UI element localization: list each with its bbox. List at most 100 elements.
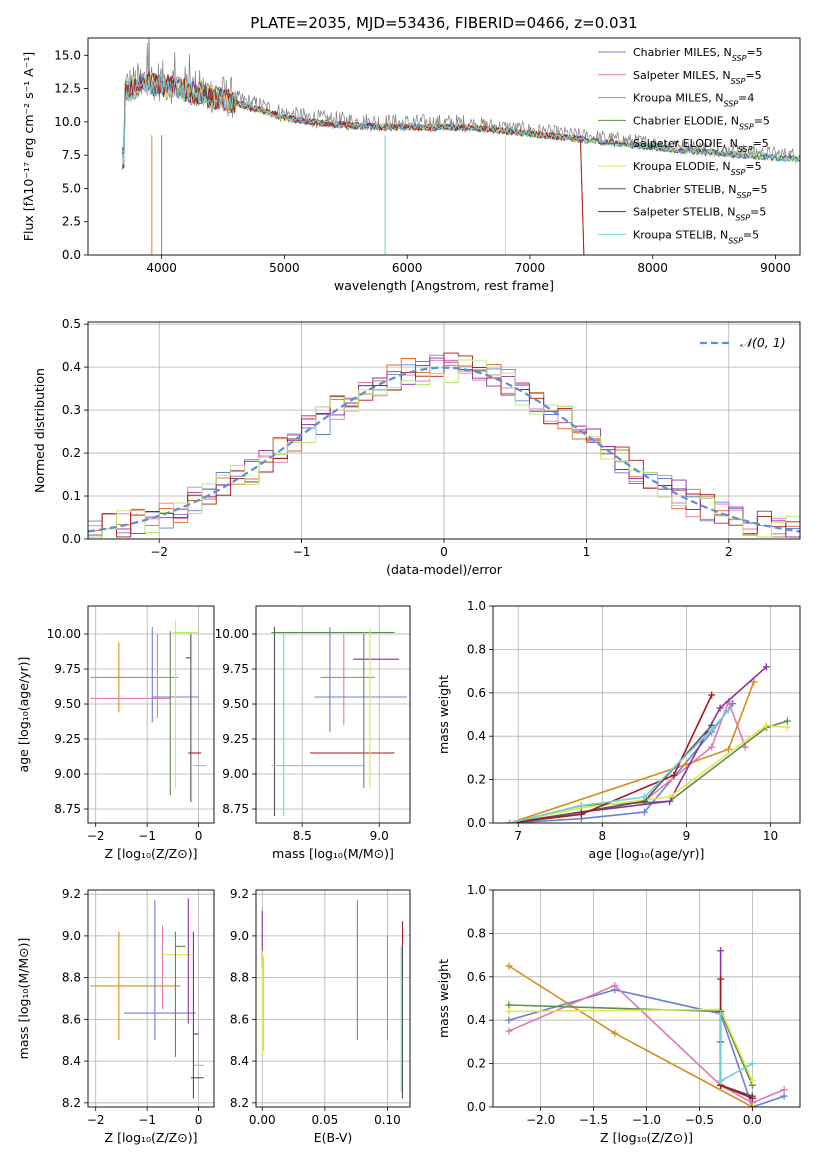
- y-tick-label: 5.0: [62, 181, 81, 195]
- data-point: [741, 743, 749, 751]
- y-tick-label: 10.0: [54, 115, 81, 129]
- data-point: [748, 1094, 756, 1102]
- data-point: [762, 663, 770, 671]
- data-point: [505, 962, 513, 970]
- x-axis-label: age [log₁₀(age/yr)]: [589, 846, 705, 861]
- legend-entry: Chabrier STELIB, NSSP=5: [633, 183, 767, 200]
- y-tick-label: 8.8: [230, 971, 249, 985]
- legend-entry: Chabrier ELODIE, NSSP=5: [633, 114, 770, 130]
- x-tick-label: 8: [599, 829, 607, 843]
- y-tick-label: 0.4: [62, 360, 81, 374]
- data-point: [505, 1027, 513, 1035]
- y-tick-label: 9.0: [62, 929, 81, 943]
- y-tick-label: 1.0: [467, 883, 486, 897]
- data-point: [762, 721, 770, 729]
- y-tick-label: 0.8: [467, 642, 486, 656]
- errorbar-point: [90, 931, 181, 1041]
- x-tick-label: 9: [683, 829, 691, 843]
- data-point: [717, 1010, 725, 1018]
- y-tick-label: 1.0: [467, 599, 486, 613]
- axes-frame: [255, 889, 411, 1108]
- plot-weight_vs_Z: [505, 947, 788, 1107]
- data-point: [748, 1077, 756, 1085]
- data-point: [729, 700, 737, 708]
- data-point: [666, 793, 674, 801]
- y-axis-label: mass [log₁₀(M/M⊙)]: [16, 938, 31, 1060]
- y-tick-label: 8.6: [230, 1012, 249, 1026]
- axes-frame: [492, 605, 801, 824]
- series-line: [509, 694, 713, 823]
- x-tick-label: −1.0: [632, 1113, 661, 1127]
- x-tick-label: 0: [195, 829, 203, 843]
- data-point: [611, 1029, 619, 1037]
- legend-entry: Kroupa STELIB, NSSP=5: [633, 228, 759, 245]
- data-point: [708, 691, 716, 699]
- y-tick-label: 0.3: [62, 403, 81, 417]
- normal-curve: [88, 366, 800, 533]
- data-point: [748, 1103, 756, 1107]
- data-point: [506, 819, 514, 823]
- x-tick-label: 4000: [146, 261, 177, 275]
- data-point: [611, 981, 619, 989]
- y-tick-label: 0.0: [467, 1100, 486, 1114]
- y-tick-label: 0.2: [467, 773, 486, 787]
- plot-residuals: [88, 352, 800, 538]
- data-point: [640, 793, 648, 801]
- x-tick-label: 8000: [637, 261, 668, 275]
- y-tick-label: 10.00: [47, 627, 81, 641]
- y-tick-label: 0.2: [467, 1057, 486, 1071]
- legend-entry: Salpeter MILES, NSSP=5: [633, 69, 762, 86]
- plot-age_vs_mass: [271, 627, 407, 816]
- x-axis-label: E(B-V): [314, 1130, 353, 1145]
- y-tick-label: 8.6: [62, 1012, 81, 1026]
- x-tick-label: −1: [138, 1113, 156, 1127]
- y-tick-label: 0.8: [467, 926, 486, 940]
- grid-mass_vs_EBV: [256, 890, 410, 1107]
- data-point: [716, 704, 724, 712]
- x-tick-label: 9000: [760, 261, 791, 275]
- data-point: [780, 1092, 788, 1100]
- legend-entry: Kroupa MILES, NSSP=4: [633, 92, 754, 109]
- figure-title: PLATE=2035, MJD=53436, FIBERID=0466, z=0…: [250, 14, 637, 32]
- axes-weight_vs_age: 7 8 9 10 0.0 0.2 0.4 0.6 0.8 1.0 age [log₁₀(age/yr…: [436, 599, 801, 861]
- y-axis-label: Flux [fλ10⁻¹⁷ erg cm⁻² s⁻¹ A⁻¹]: [21, 52, 36, 241]
- y-tick-label: 9.00: [222, 767, 249, 781]
- y-tick-label: 8.75: [54, 802, 81, 816]
- plot-weight_vs_age: [506, 663, 791, 823]
- y-tick-label: 9.50: [54, 697, 81, 711]
- axes-residuals: −2 −1 0 1 2 0.0 0.1 0.2 0.3 0.4 0.5 (data-model)/er…: [32, 317, 801, 577]
- axes-spectrum: 4000 5000 6000 7000 8000 9000 0.0 2.5 5.0 7.5 10.0…: [21, 37, 801, 293]
- x-axis-label: Z [log₁₀(Z/Z⊙)]: [105, 1130, 198, 1145]
- residual-histogram: [88, 352, 800, 538]
- data-point: [725, 745, 733, 753]
- y-tick-label: 7.5: [62, 148, 81, 162]
- plot-age_vs_Z: [90, 620, 207, 802]
- y-tick-label: 0.1: [62, 489, 81, 503]
- x-tick-label: −1: [293, 545, 311, 559]
- y-tick-label: 8.8: [62, 971, 81, 985]
- x-tick-label: 0.00: [249, 1113, 276, 1127]
- data-point: [708, 726, 716, 734]
- x-axis-label: Z [log₁₀(Z/Z⊙)]: [600, 1130, 693, 1145]
- y-tick-label: 9.75: [222, 662, 249, 676]
- data-point: [748, 1060, 756, 1068]
- legend-entry: Kroupa ELODIE, NSSP=5: [633, 160, 762, 177]
- y-tick-label: 8.75: [222, 802, 249, 816]
- x-tick-label: −1: [138, 829, 156, 843]
- data-point: [708, 743, 716, 751]
- x-axis-label: (data-model)/error: [386, 562, 503, 577]
- y-axis-label: mass weight: [436, 675, 451, 754]
- y-axis-label: Normed distribution: [32, 368, 47, 493]
- data-point: [505, 1001, 513, 1009]
- y-tick-label: 0.0: [62, 248, 81, 262]
- y-tick-label: 0.0: [62, 532, 81, 546]
- x-tick-label: −2: [150, 545, 168, 559]
- y-tick-label: 0.0: [467, 816, 486, 830]
- y-tick-label: 15.0: [54, 48, 81, 62]
- x-tick-label: −2.0: [526, 1113, 555, 1127]
- errorbar-point: [90, 642, 178, 713]
- y-tick-label: 8.4: [230, 1054, 249, 1068]
- x-axis-label: mass [log₁₀(M/M⊙)]: [272, 846, 394, 861]
- data-point: [783, 724, 791, 732]
